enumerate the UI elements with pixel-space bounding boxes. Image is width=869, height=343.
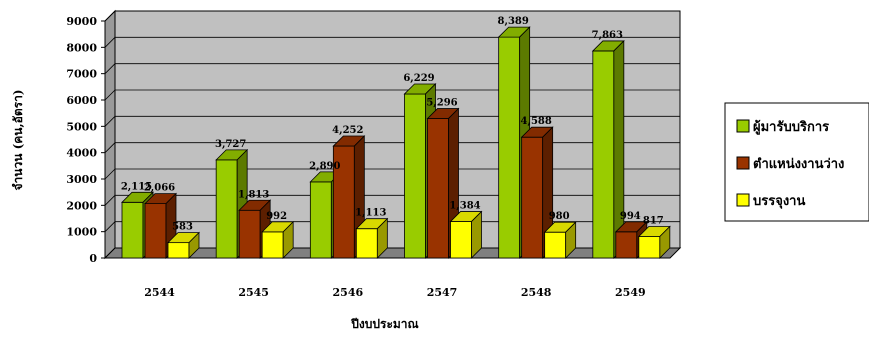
bar-side — [282, 220, 294, 259]
legend-swatch — [736, 119, 750, 133]
bar-side — [471, 210, 482, 259]
data-label: 6,229 — [403, 73, 434, 84]
data-label: 4,588 — [521, 116, 552, 127]
data-label: 3,727 — [215, 139, 246, 150]
y-tick-label: 7000 — [66, 68, 97, 81]
legend-swatch — [736, 193, 750, 207]
bar-side — [188, 231, 200, 259]
legend-label: บรรจุงาน — [753, 194, 805, 209]
bar-front — [450, 221, 472, 259]
bar-front — [355, 228, 378, 259]
y-axis-label: จำนวน (คน,อัตรา) — [11, 89, 25, 190]
axis-ticks: 0 1000 2000 3000 4000 5000 6000 7000 8000 9000 254… — [66, 15, 645, 299]
data-label: 817 — [643, 215, 664, 226]
bar-front — [144, 203, 167, 259]
x-tick-label: 2549 — [615, 286, 646, 299]
legend-label: ผู้มารับบริการ — [753, 119, 829, 135]
bar-front — [404, 93, 426, 259]
data-label: 4,252 — [332, 125, 363, 136]
gridline-diagonal — [104, 168, 116, 180]
legend-label: ตำแหน่งงานว่าง — [753, 156, 844, 172]
y-tick-label: 1000 — [66, 226, 97, 239]
x-tick-label: 2547 — [427, 286, 458, 299]
bar-front — [427, 118, 449, 259]
bar-front — [544, 231, 567, 259]
bar-front — [309, 181, 332, 259]
y-tick-label: 3000 — [66, 173, 97, 186]
gridline-diagonal — [104, 142, 116, 153]
gridline-diagonal — [104, 10, 116, 22]
y-tick-label: 4000 — [66, 147, 97, 160]
gridline-diagonal — [104, 89, 116, 101]
plot-area — [103, 9, 682, 260]
data-label: 992 — [266, 211, 287, 222]
x-tick-label: 2545 — [238, 286, 269, 299]
bar-side — [565, 221, 577, 259]
bar-front — [121, 201, 144, 259]
y-tick-label: 0 — [89, 252, 97, 265]
bar-front — [261, 231, 284, 259]
data-label: 1,384 — [449, 201, 480, 212]
side-wall — [104, 9, 116, 260]
x-tick-label: 2544 — [144, 286, 175, 299]
x-tick-label: 2548 — [521, 286, 552, 299]
back-wall — [114, 10, 681, 249]
bar-side — [659, 225, 671, 259]
gridline-diagonal — [104, 247, 116, 259]
y-tick-label: 6000 — [66, 94, 97, 107]
bar-front — [521, 136, 544, 259]
bar-front — [498, 36, 521, 259]
data-label: 2,115 — [121, 181, 152, 192]
data-label: 7,863 — [592, 30, 623, 41]
gridline-diagonal — [104, 116, 116, 127]
data-label: 1,813 — [238, 189, 269, 200]
bars — [121, 26, 671, 259]
data-label: 583 — [172, 222, 193, 233]
bar-front — [215, 159, 238, 259]
bar-front — [592, 50, 615, 259]
x-tick-label: 2546 — [333, 286, 364, 299]
data-label: 2,890 — [309, 161, 340, 172]
data-label: 1,113 — [355, 208, 386, 219]
data-label: 5,296 — [426, 98, 457, 109]
bar-front — [638, 236, 661, 259]
gridline-diagonal — [104, 63, 116, 74]
data-label: 2,066 — [144, 183, 175, 194]
y-tick-label: 5000 — [66, 120, 97, 133]
x-axis-label: ปีงบประมาณ — [351, 317, 419, 331]
data-label: 994 — [620, 211, 641, 222]
bar-front — [615, 231, 638, 259]
bar-side — [376, 217, 388, 259]
legend-swatch — [736, 156, 750, 170]
y-tick-label: 2000 — [66, 199, 97, 212]
gridline-diagonal — [104, 37, 116, 48]
gridline-diagonal — [104, 221, 116, 232]
y-tick-label: 8000 — [66, 41, 97, 54]
bar-front — [238, 209, 261, 259]
data-label: 8,389 — [498, 16, 529, 27]
y-tick-label: 9000 — [66, 15, 97, 28]
gridline-diagonal — [104, 195, 116, 206]
bar-front — [167, 242, 190, 259]
data-label: 980 — [549, 211, 570, 222]
